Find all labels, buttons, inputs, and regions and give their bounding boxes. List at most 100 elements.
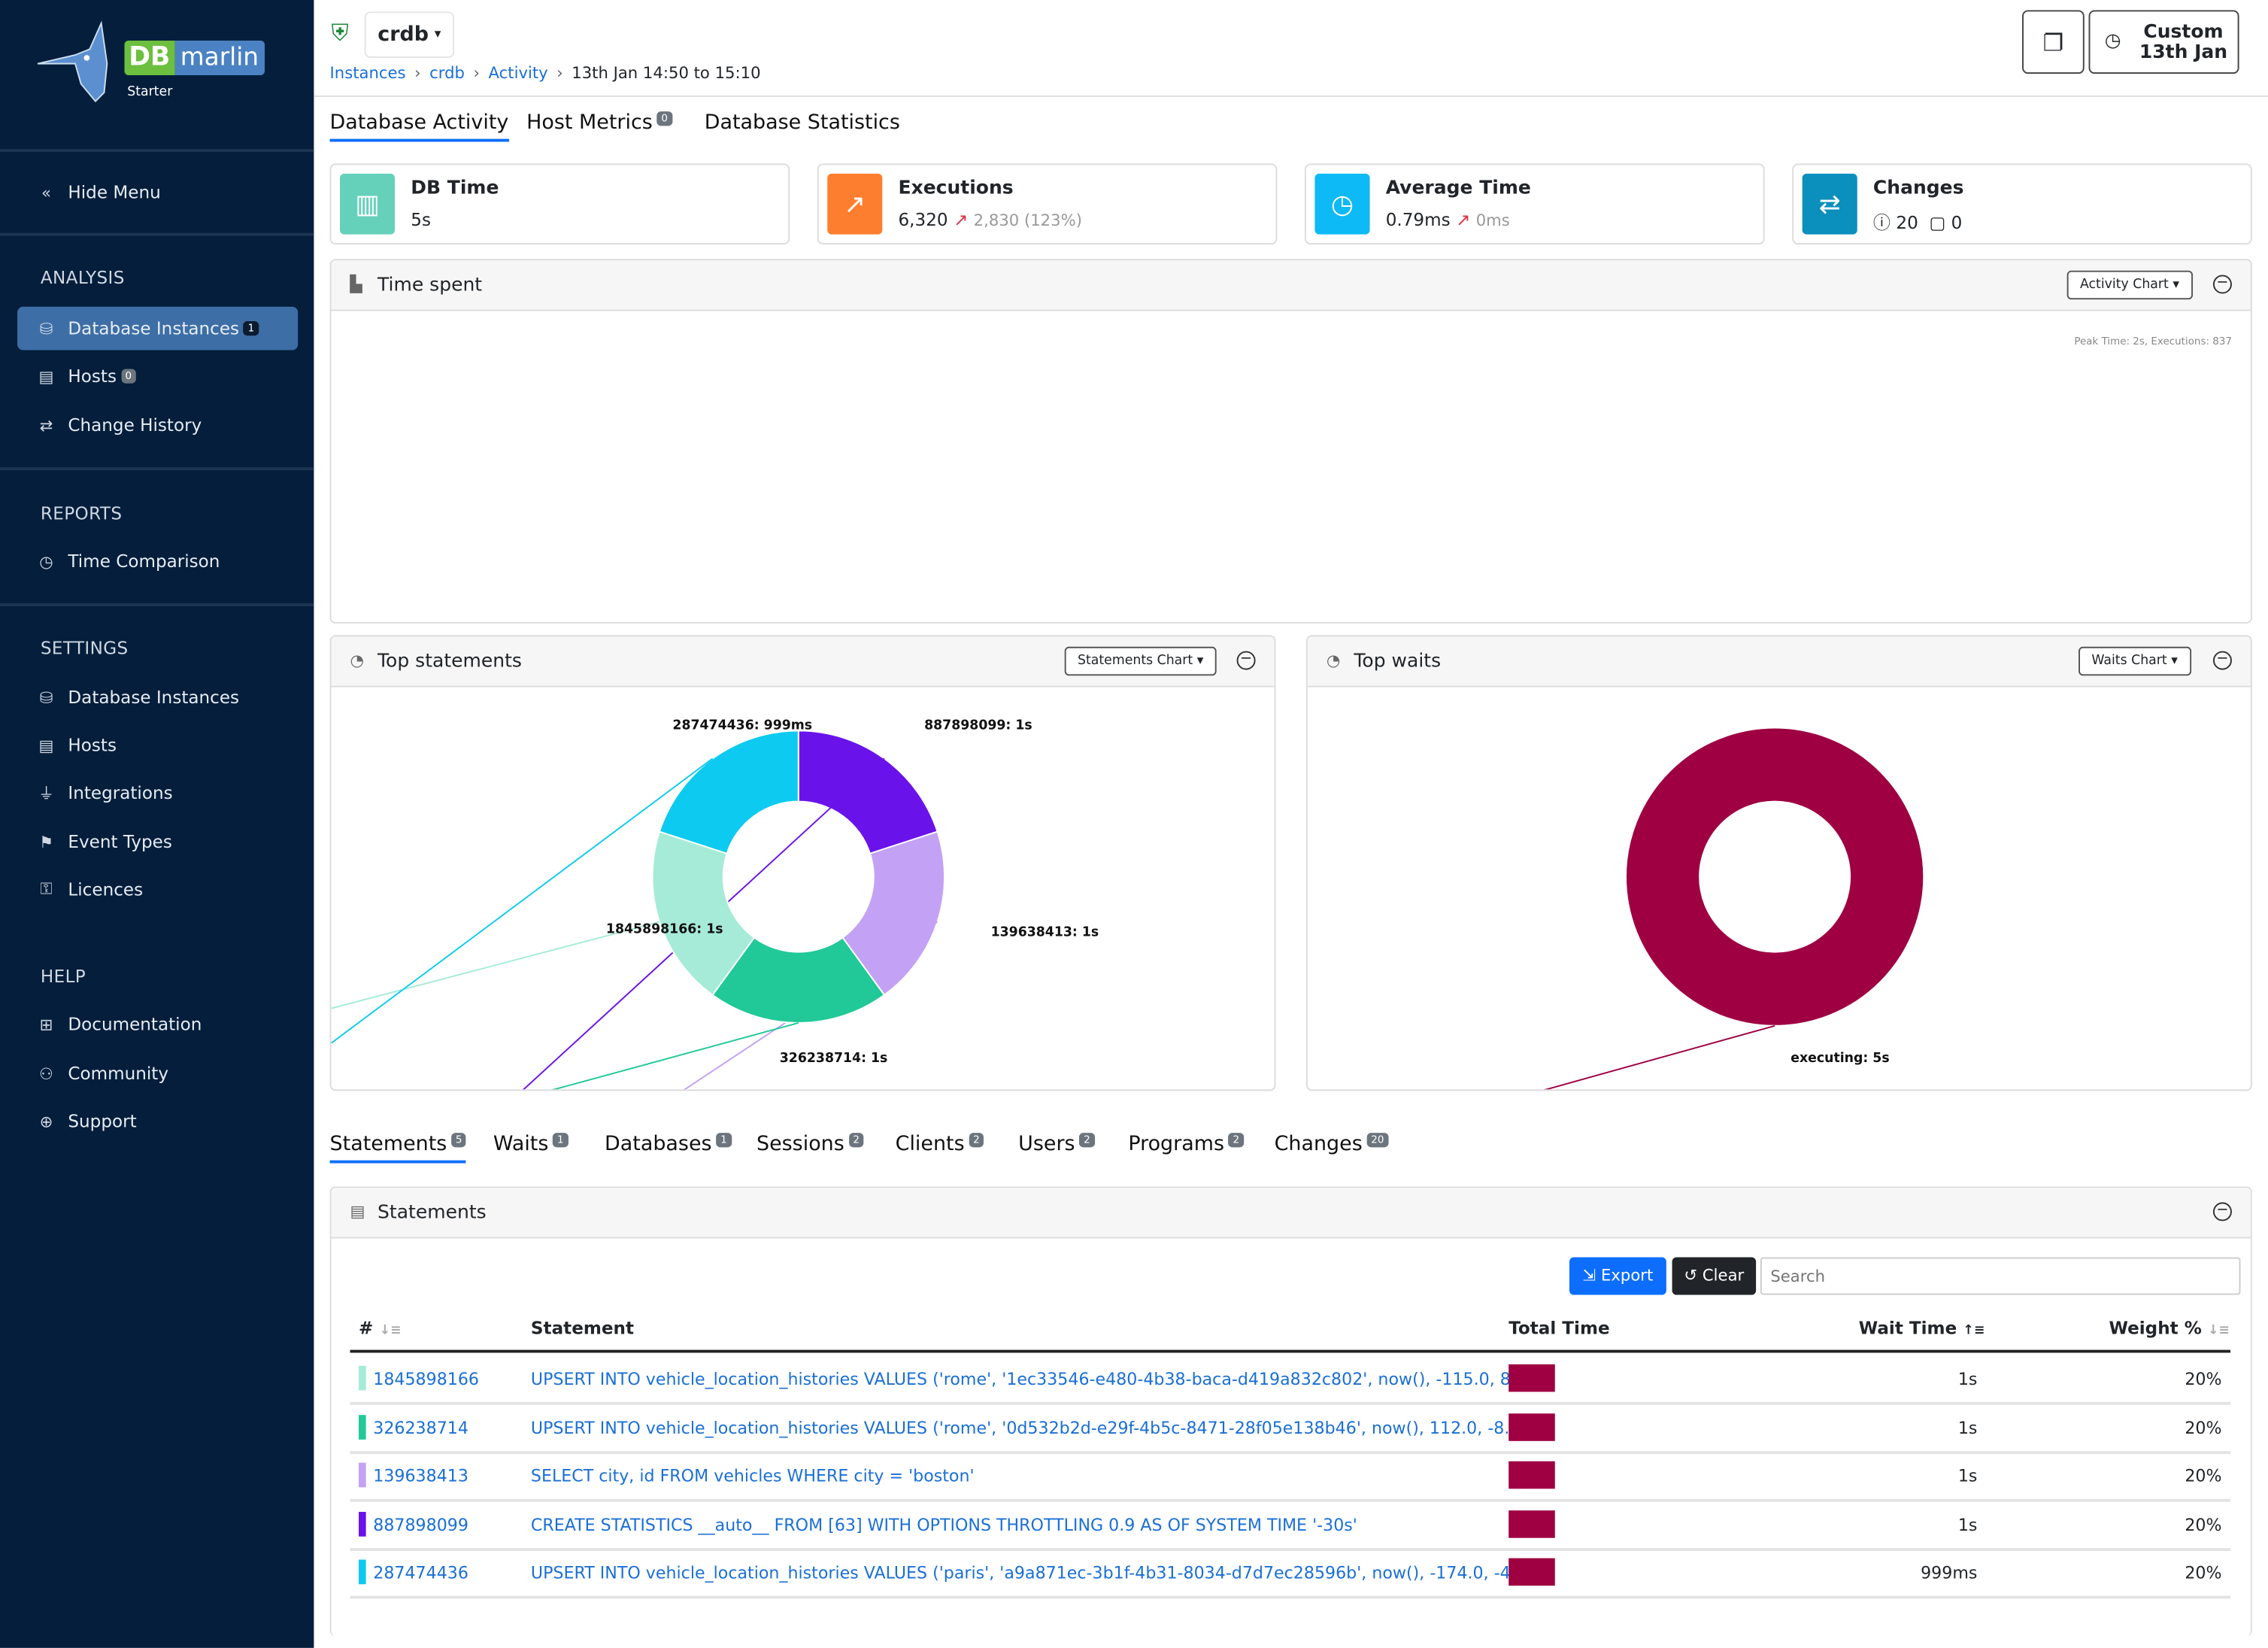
pie-slice — [658, 730, 799, 854]
search-input[interactable] — [1760, 1257, 2241, 1295]
label-leader — [331, 921, 660, 1009]
col-header-total-time[interactable]: Total Time — [1508, 1318, 1610, 1339]
pie-slice — [1625, 727, 1925, 1027]
wait-time: 1s — [1957, 1513, 1978, 1534]
sidebar-item-time-comparison[interactable]: ◷ Time Comparison — [17, 539, 298, 583]
sidebar-item-label: Time Comparison — [68, 551, 220, 572]
tab-users[interactable]: Users 2 — [1018, 1133, 1095, 1156]
sort-icon: ↓≡ — [2207, 1324, 2230, 1339]
breadcrumb-instances[interactable]: Instances — [329, 63, 406, 83]
tab-changes[interactable]: Changes 20 — [1275, 1133, 1389, 1156]
tab-programs[interactable]: Programs 2 — [1128, 1133, 1244, 1156]
breadcrumb-current: 13th Jan 14:50 to 15:10 — [572, 63, 761, 83]
table-row[interactable]: 326238714 UPSERT INTO vehicle_location_hi… — [350, 1403, 2231, 1454]
statement-id-link[interactable]: 139638413 — [373, 1465, 468, 1486]
tab-databases[interactable]: Databases 1 — [605, 1133, 732, 1156]
table-row[interactable]: 139638413 SELECT city, id FROM vehicles W… — [350, 1451, 2231, 1502]
time-range-button[interactable]: ◷ Custom 13th Jan — [2088, 10, 2239, 74]
count-badge: 2 — [848, 1133, 864, 1148]
marlin-logo-icon — [37, 20, 108, 103]
section-reports: REPORTS — [40, 503, 123, 524]
card-title: Changes — [1872, 178, 1964, 200]
statement-id-link[interactable]: 1845898166 — [373, 1368, 480, 1389]
tab-database-activity[interactable]: Database Activity — [329, 111, 509, 142]
statements-chart-dropdown[interactable]: Statements Chart ▾ — [1064, 646, 1217, 676]
collapse-icon[interactable]: − — [2212, 1202, 2232, 1222]
count-badge: 20 — [1366, 1133, 1389, 1148]
sidebar-item-community[interactable]: ⚇ Community — [17, 1052, 298, 1095]
sidebar-item-label: Change History — [68, 415, 202, 436]
sidebar-item-integrations[interactable]: ⏚ Integrations — [17, 771, 298, 815]
count-badge: 1 — [243, 321, 259, 336]
statement-id-link[interactable]: 287474436 — [373, 1562, 468, 1583]
table-row[interactable]: 1845898166 UPSERT INTO vehicle_location_h… — [350, 1354, 2231, 1405]
top-waits-chart: executing: 5s — [1543, 727, 1925, 1090]
panel-title: Top statements — [377, 651, 522, 673]
breadcrumb-activity[interactable]: Activity — [488, 63, 548, 83]
statement-id-link[interactable]: 326238714 — [373, 1417, 468, 1437]
copy-button[interactable]: ❐ — [2022, 10, 2085, 74]
sidebar-item-documentation[interactable]: ⊞ Documentation — [17, 1003, 298, 1046]
col-header-weight[interactable]: Weight % ↓≡ — [2109, 1318, 2230, 1339]
weight-percent: 20% — [2185, 1513, 2222, 1534]
waits-chart-dropdown[interactable]: Waits Chart ▾ — [2078, 646, 2191, 676]
copy-icon: ❐ — [2042, 28, 2064, 56]
sidebar-item-hosts[interactable]: ▤ Hosts — [17, 724, 298, 767]
sidebar-item-hosts[interactable]: ▤ Hosts 0 — [17, 354, 298, 398]
statement-id-link[interactable]: 887898099 — [373, 1513, 468, 1534]
sidebar-item-database-instances[interactable]: ⛁ Database Instances — [17, 675, 298, 719]
instance-selector[interactable]: crdb ▾ — [364, 11, 454, 58]
sidebar-item-database-instances[interactable]: ⛁ Database Instances 1 — [17, 306, 299, 351]
sidebar-item-label: Integrations — [68, 782, 173, 803]
tab-waits[interactable]: Waits 1 — [493, 1133, 569, 1156]
total-time-bar — [1508, 1413, 1555, 1440]
wait-time: 999ms — [1921, 1562, 1978, 1583]
col-header-id[interactable]: # ↓≡ — [359, 1318, 402, 1339]
col-header-statement[interactable]: Statement — [530, 1318, 635, 1339]
statement-link[interactable]: UPSERT INTO vehicle_location_histories V… — [530, 1368, 1544, 1389]
statement-link[interactable]: SELECT city, id FROM vehicles WHERE city… — [530, 1465, 975, 1486]
arrows-exchange-icon: ⇄ — [39, 416, 53, 436]
count-badge: 2 — [969, 1133, 984, 1148]
tab-host-metrics[interactable]: Host Metrics 0 — [526, 111, 672, 135]
activity-chart-dropdown[interactable]: Activity Chart ▾ — [2066, 270, 2193, 300]
slice-label: 1845898166: 1s — [606, 922, 723, 937]
chevron-down-icon: ▾ — [434, 27, 441, 42]
statement-link[interactable]: UPSERT INTO vehicle_location_histories V… — [530, 1562, 1544, 1583]
export-button[interactable]: ⇲ Export — [1569, 1257, 1666, 1295]
panel-title: Statements — [377, 1202, 487, 1225]
sidebar-item-support[interactable]: ⊕ Support — [17, 1100, 298, 1143]
clear-button[interactable]: ↺ Clear — [1672, 1257, 1757, 1295]
bar-chart-icon: ▙ — [350, 275, 362, 294]
sidebar-item-change-history[interactable]: ⇄ Change History — [17, 404, 298, 448]
count-badge: 5 — [451, 1133, 467, 1148]
table-row[interactable]: 287474436 UPSERT INTO vehicle_location_hi… — [350, 1548, 2231, 1599]
collapse-icon[interactable]: − — [2212, 651, 2232, 670]
hide-menu-button[interactable]: « Hide Menu — [17, 171, 298, 214]
top-statements-panel: ◔ Top statements Statements Chart ▾ − 887… — [329, 635, 1276, 1091]
logo-marlin: marlin — [174, 40, 265, 76]
collapse-icon[interactable]: − — [1236, 651, 1256, 670]
pie-slice — [841, 830, 945, 997]
pie-slice — [651, 830, 756, 997]
card-db-time: ▥ DB Time 5s — [329, 163, 790, 245]
statement-link[interactable]: CREATE STATISTICS __auto__ FROM [63] WIT… — [530, 1513, 1357, 1534]
tab-sessions[interactable]: Sessions 2 — [757, 1133, 864, 1156]
globe-icon: ⊕ — [39, 1112, 53, 1131]
weight-percent: 20% — [2185, 1562, 2222, 1583]
col-header-wait-time[interactable]: Wait Time ↑≡ — [1858, 1318, 1985, 1339]
statement-link[interactable]: UPSERT INTO vehicle_location_histories V… — [530, 1417, 1527, 1437]
sidebar-item-licences[interactable]: ⚿ Licences — [17, 868, 298, 912]
tab-statements[interactable]: Statements 5 — [329, 1133, 468, 1164]
weight-percent: 20% — [2185, 1368, 2222, 1389]
breadcrumb-crdb[interactable]: crdb — [429, 63, 465, 83]
color-swatch — [359, 1414, 366, 1439]
sidebar-item-label: Database Instances — [68, 318, 240, 339]
tab-clients[interactable]: Clients 2 — [896, 1133, 984, 1156]
collapse-icon[interactable]: − — [2212, 275, 2232, 294]
tab-database-statistics[interactable]: Database Statistics — [704, 111, 900, 135]
table-row[interactable]: 887898099 CREATE STATISTICS __auto__ FROM… — [350, 1500, 2231, 1551]
sidebar-item-label: Hosts — [68, 366, 117, 387]
logo[interactable]: DB marlin Starter — [32, 20, 265, 107]
sidebar-item-event-types[interactable]: ⚑ Event Types — [17, 821, 298, 864]
